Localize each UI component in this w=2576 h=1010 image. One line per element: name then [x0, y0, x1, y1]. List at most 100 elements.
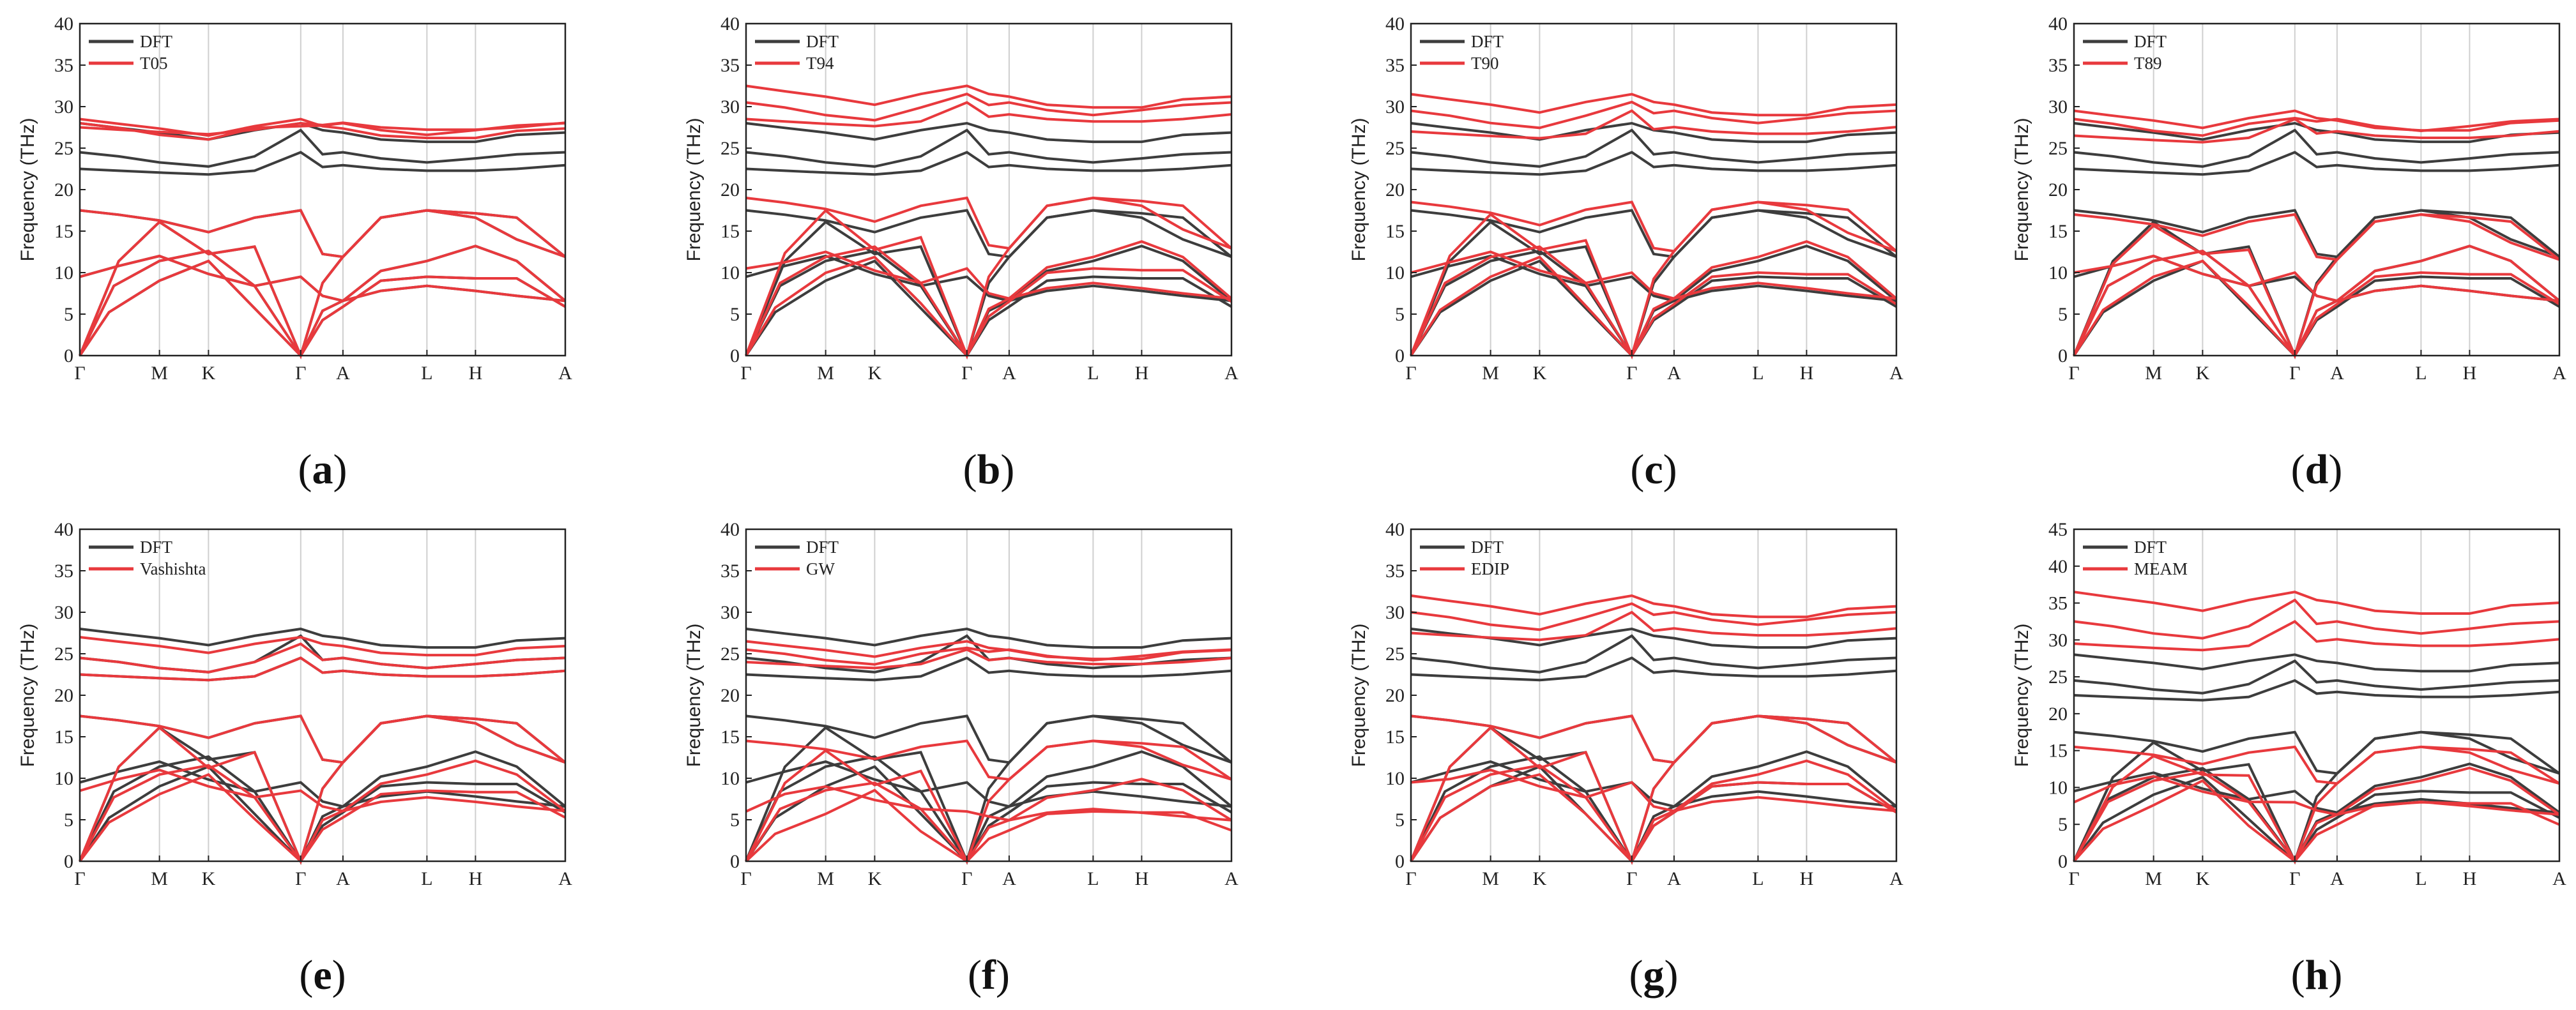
- x-tick-label: K: [868, 868, 882, 889]
- x-tick-label: M: [151, 868, 168, 889]
- model-branch: [79, 773, 566, 864]
- panel-label-open: (: [2291, 446, 2305, 493]
- panel-label-open: (: [2291, 952, 2305, 999]
- y-tick-label: 10: [1385, 768, 1405, 789]
- panel-b: 0 5 10 15 20 25 30 35 40 Γ M K Γ A L H A Frequency (THz) D…: [683, 13, 1238, 493]
- y-tick-label: 40: [1385, 519, 1405, 540]
- x-tick-label: A: [1667, 363, 1681, 384]
- panel-label: (e): [299, 952, 346, 999]
- y-tick-label: 25: [1385, 644, 1405, 665]
- legend-label-dft: DFT: [140, 538, 173, 557]
- x-tick-label: A: [1889, 868, 1903, 889]
- model-branch: [1410, 200, 1898, 360]
- legend-label-dft: DFT: [2134, 538, 2167, 557]
- model-branch: [79, 259, 567, 358]
- x-tick-label: Γ: [961, 868, 972, 889]
- model-branch: [1410, 768, 1897, 813]
- x-tick-label: K: [1533, 868, 1547, 889]
- legend-label-model: Vashishta: [140, 559, 206, 578]
- y-tick-label: 20: [54, 179, 73, 200]
- y-tick-label: 5: [1395, 810, 1405, 831]
- plot-frame: [79, 528, 567, 863]
- panel-label-letter: e: [313, 952, 332, 999]
- y-tick-label: 0: [1395, 851, 1405, 872]
- x-tick-label: M: [1482, 868, 1499, 889]
- model-branch: [2073, 591, 2560, 615]
- x-tick-label: Γ: [1626, 363, 1637, 384]
- y-axis-label: Frequency (THz): [17, 623, 38, 767]
- model-branch: [745, 255, 1233, 358]
- dft-branch: [1410, 245, 1898, 359]
- x-tick-label: K: [2196, 868, 2210, 889]
- y-tick-label: 40: [54, 519, 73, 540]
- plot-frame: [745, 22, 1233, 357]
- y-tick-label: 45: [2048, 519, 2068, 540]
- y-tick-label: 15: [720, 221, 740, 242]
- y-tick-label: 20: [2048, 179, 2068, 200]
- x-tick-label: A: [336, 363, 350, 384]
- y-tick-label: 5: [64, 810, 73, 831]
- legend-label-dft: DFT: [140, 32, 173, 51]
- dft-branch: [1410, 714, 1897, 764]
- y-tick-label: 15: [2048, 741, 2068, 762]
- panel-label-open: (: [299, 952, 313, 999]
- model-branch: [1410, 240, 1898, 359]
- x-tick-label: A: [2330, 363, 2344, 384]
- x-tick-label: H: [2463, 868, 2477, 889]
- y-tick-label: 15: [2048, 221, 2068, 242]
- x-tick-label: M: [2145, 363, 2162, 384]
- panel-label-close: ): [1000, 446, 1014, 493]
- panel-f: 0 5 10 15 20 25 30 35 40 Γ M K Γ A L H A Frequency (THz) D…: [683, 519, 1238, 999]
- y-tick-label: 5: [730, 304, 740, 325]
- x-tick-label: Γ: [1626, 868, 1637, 889]
- y-tick-label: 10: [54, 262, 73, 283]
- model-branch: [1410, 594, 1897, 619]
- y-tick-label: 35: [1385, 55, 1405, 76]
- model-branch: [745, 640, 1232, 661]
- dft-branch: [745, 714, 1233, 865]
- y-tick-label: 25: [54, 138, 73, 159]
- legend-label-model: T89: [2134, 54, 2162, 73]
- x-tick-label: Γ: [74, 363, 85, 384]
- model-branch: [2073, 619, 2560, 652]
- dft-branch: [745, 714, 1232, 764]
- x-tick-label: L: [2415, 363, 2427, 384]
- model-branch: [79, 121, 566, 136]
- panel-label-letter: g: [1643, 952, 1665, 999]
- model-branch: [79, 768, 566, 813]
- x-tick-label: H: [1135, 868, 1149, 889]
- y-tick-label: 15: [54, 221, 73, 242]
- dft-branch: [79, 245, 567, 359]
- y-tick-label: 25: [720, 138, 740, 159]
- dft-branch: [745, 656, 1232, 682]
- model-branch: [1410, 610, 1897, 642]
- panel-label-close: ): [996, 952, 1010, 999]
- y-tick-label: 40: [720, 13, 740, 34]
- dft-branch: [79, 750, 567, 864]
- model-branch: [745, 250, 1232, 300]
- x-tick-label: K: [202, 363, 216, 384]
- model-branch: [745, 240, 1233, 359]
- y-tick-label: 0: [64, 851, 73, 872]
- dft-branch: [745, 209, 1232, 259]
- x-tick-label: A: [1002, 868, 1016, 889]
- x-tick-label: L: [1087, 363, 1099, 384]
- y-tick-label: 25: [2048, 138, 2068, 159]
- y-tick-label: 5: [64, 304, 73, 325]
- y-tick-label: 10: [1385, 262, 1405, 283]
- x-tick-label: Γ: [740, 363, 751, 384]
- x-tick-label: A: [558, 868, 572, 889]
- panel-label-letter: c: [1644, 446, 1663, 493]
- legend-label-dft: DFT: [806, 538, 839, 557]
- model-branch: [79, 245, 567, 359]
- panel-label-close: ): [1663, 446, 1677, 493]
- model-branch: [1410, 714, 1898, 865]
- y-tick-label: 30: [54, 96, 73, 117]
- model-branch: [2073, 775, 2560, 816]
- model-branch: [2073, 259, 2561, 358]
- x-tick-label: Γ: [2289, 363, 2300, 384]
- y-tick-label: 15: [720, 727, 740, 748]
- y-tick-label: 20: [1385, 179, 1405, 200]
- plot-frame: [2073, 22, 2561, 357]
- y-tick-label: 5: [2058, 304, 2068, 325]
